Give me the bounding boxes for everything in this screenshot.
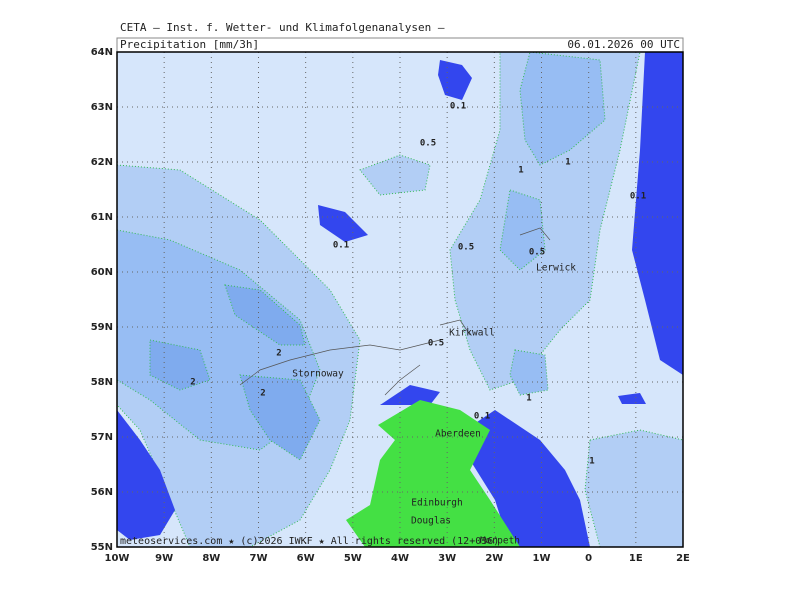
- precip-0.5-patch: [359, 154, 431, 196]
- contour-label: 1: [565, 158, 570, 168]
- precip-dry: [438, 60, 472, 100]
- precip-1-patch: [499, 189, 546, 271]
- contour-label: 1: [526, 394, 531, 404]
- precip-dry: [380, 385, 440, 405]
- lon-label: 8W: [202, 553, 220, 564]
- contour-label: 1: [589, 457, 594, 467]
- lon-label: 4W: [391, 553, 409, 564]
- lat-label: 55N: [91, 542, 113, 553]
- precip-0.5-south: [584, 429, 683, 547]
- map: [117, 52, 683, 547]
- header-datetime: 06.01.2026 00 UTC: [567, 38, 680, 51]
- lon-label: 3W: [438, 553, 456, 564]
- place-label: Morpeth: [480, 536, 520, 547]
- place-label: Kirkwall: [449, 328, 495, 339]
- lat-label: 58N: [91, 377, 113, 388]
- contour-label: 0.1: [450, 102, 466, 112]
- map-frame: [116, 51, 684, 548]
- place-label: Douglas: [411, 516, 451, 527]
- place-label: Lerwick: [536, 263, 576, 274]
- contour-label: 0.1: [630, 192, 646, 202]
- lat-label: 57N: [91, 432, 113, 443]
- lon-label: 7W: [250, 553, 268, 564]
- lat-label: 62N: [91, 157, 113, 168]
- place-label: Stornoway: [292, 369, 344, 380]
- lat-label: 63N: [91, 102, 113, 113]
- lon-label: 10W: [105, 553, 130, 564]
- precip-dry: [318, 205, 368, 242]
- land-mask: [346, 400, 520, 547]
- lat-label: 64N: [91, 47, 113, 58]
- lat-label: 59N: [91, 322, 113, 333]
- lon-label: 6W: [297, 553, 315, 564]
- lat-label: 60N: [91, 267, 113, 278]
- contour-label: 0.5: [420, 139, 436, 149]
- lon-label: 9W: [155, 553, 173, 564]
- lon-label: 2W: [485, 553, 503, 564]
- contour-label: 1: [518, 166, 523, 176]
- lon-label: 2E: [676, 553, 690, 564]
- lon-label: 1E: [629, 553, 643, 564]
- place-label: Edinburgh: [411, 498, 462, 509]
- contour-label: 2: [260, 389, 265, 399]
- header-variable: Precipitation [mm/3h]: [120, 38, 259, 51]
- coastline: [239, 227, 551, 396]
- precip-dry: [465, 410, 590, 547]
- lon-label: 1W: [533, 553, 551, 564]
- precip-1-north: [519, 52, 606, 166]
- footer: meteoservices.com ★ (c)2026 IWKF ★ All r…: [120, 536, 499, 547]
- precip-2: [239, 374, 321, 461]
- lat-label: 61N: [91, 212, 113, 223]
- lat-label: 56N: [91, 487, 113, 498]
- contour-label: 0.1: [474, 412, 490, 422]
- contour-label: 0.1: [333, 241, 349, 251]
- contour-label: 2: [190, 378, 195, 388]
- precip-2: [149, 339, 211, 391]
- contour-label: 2: [276, 349, 281, 359]
- precip-dry: [632, 52, 683, 375]
- header-source: CETA — Inst. f. Wetter- und Klimafolgena…: [120, 21, 445, 34]
- precip-1-patch: [509, 349, 549, 396]
- precip-dry: [618, 393, 646, 404]
- place-label: Aberdeen: [435, 429, 481, 440]
- lon-label: 0: [585, 553, 592, 564]
- contour-label: 0.5: [428, 339, 444, 349]
- contour-label: 0.5: [458, 243, 474, 253]
- precip-2: [224, 284, 306, 346]
- lon-label: 5W: [344, 553, 362, 564]
- precip-0.5-north: [449, 52, 641, 391]
- precip-dry: [117, 410, 175, 540]
- contour-label: 0.5: [529, 248, 545, 258]
